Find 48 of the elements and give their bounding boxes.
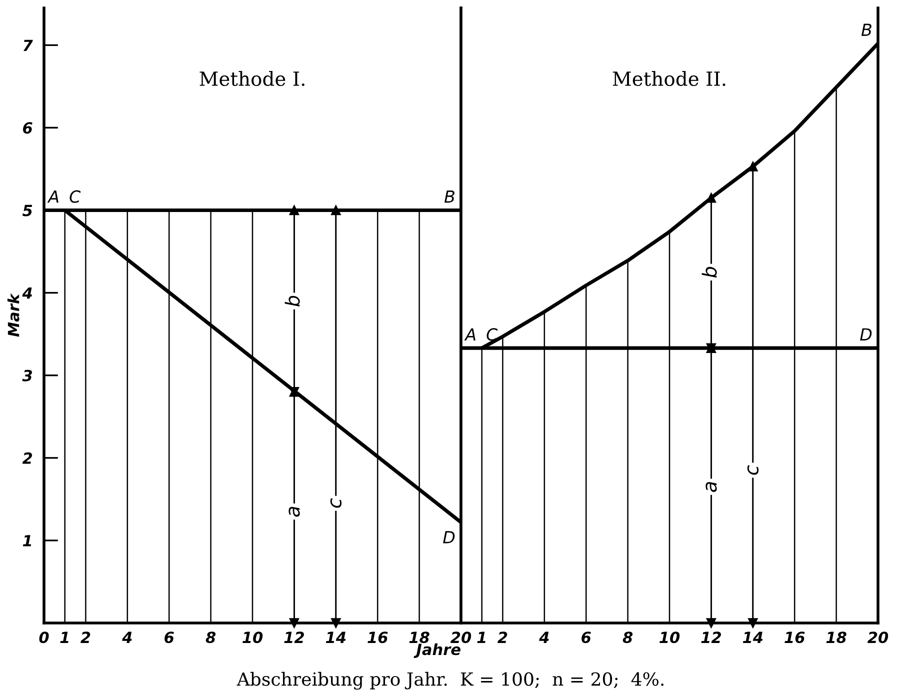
annotation: B xyxy=(861,24,872,36)
annotation: A xyxy=(47,190,58,203)
annotation: B xyxy=(444,190,454,203)
x-tick-label: 18 xyxy=(409,632,430,644)
annotation: b xyxy=(702,266,717,278)
x-tick-label: 14 xyxy=(742,632,763,643)
y-tick-label: 3 xyxy=(22,370,32,382)
annotation: D xyxy=(860,328,872,340)
text: Methode II. xyxy=(612,70,726,86)
y-tick-label: 4 xyxy=(22,287,32,299)
y-tick-label: 2 xyxy=(22,452,32,464)
x-axis-title: Jahre xyxy=(414,643,460,658)
text: Methode I. xyxy=(200,70,304,86)
y-tick-label: 7 xyxy=(23,40,33,51)
x-tick-label: 1 xyxy=(60,632,68,643)
x-tick-label: 8 xyxy=(622,632,633,644)
text: Abschreibung pro Jahr. K = 100; n = 20; 4%. xyxy=(236,672,664,690)
y-tick-label: 5 xyxy=(22,204,32,216)
x-tick-label: 10 xyxy=(660,632,680,644)
x-tick-label: 18 xyxy=(826,632,846,644)
x-tick-label: 20 xyxy=(450,632,472,644)
annotation: C xyxy=(70,190,81,203)
x-tick-label: 20 xyxy=(867,632,888,644)
x-tick-label: 12 xyxy=(701,632,721,643)
x-tick-label: 6 xyxy=(164,632,174,644)
x-tick-label: 4 xyxy=(539,632,549,643)
annotation: c xyxy=(330,498,342,508)
x-tick-label: 2 xyxy=(80,632,90,643)
annotation: c xyxy=(747,465,759,475)
annotation: a xyxy=(288,506,300,517)
annotation: a xyxy=(706,482,717,492)
x-tick-label: 0 xyxy=(39,632,49,644)
annotation: D xyxy=(443,531,455,544)
x-tick-label: 8 xyxy=(206,632,216,644)
x-tick-label: 2 xyxy=(498,632,508,643)
x-tick-label: 4 xyxy=(122,632,132,643)
x-tick-label: 12 xyxy=(284,632,304,643)
annotation: A xyxy=(464,328,476,340)
x-tick-label: 6 xyxy=(582,632,591,644)
annotation: b xyxy=(284,296,300,307)
y-tick-label: 6 xyxy=(23,122,32,134)
x-tick-label: 14 xyxy=(326,632,346,643)
x-tick-label: 16 xyxy=(368,632,388,644)
x-tick-label: 10 xyxy=(242,632,263,644)
y-axis-title: Mark xyxy=(7,293,20,337)
x-tick-label: 1 xyxy=(477,632,486,643)
y-tick-label: 1 xyxy=(22,535,32,546)
x-tick-label: 16 xyxy=(784,632,805,644)
